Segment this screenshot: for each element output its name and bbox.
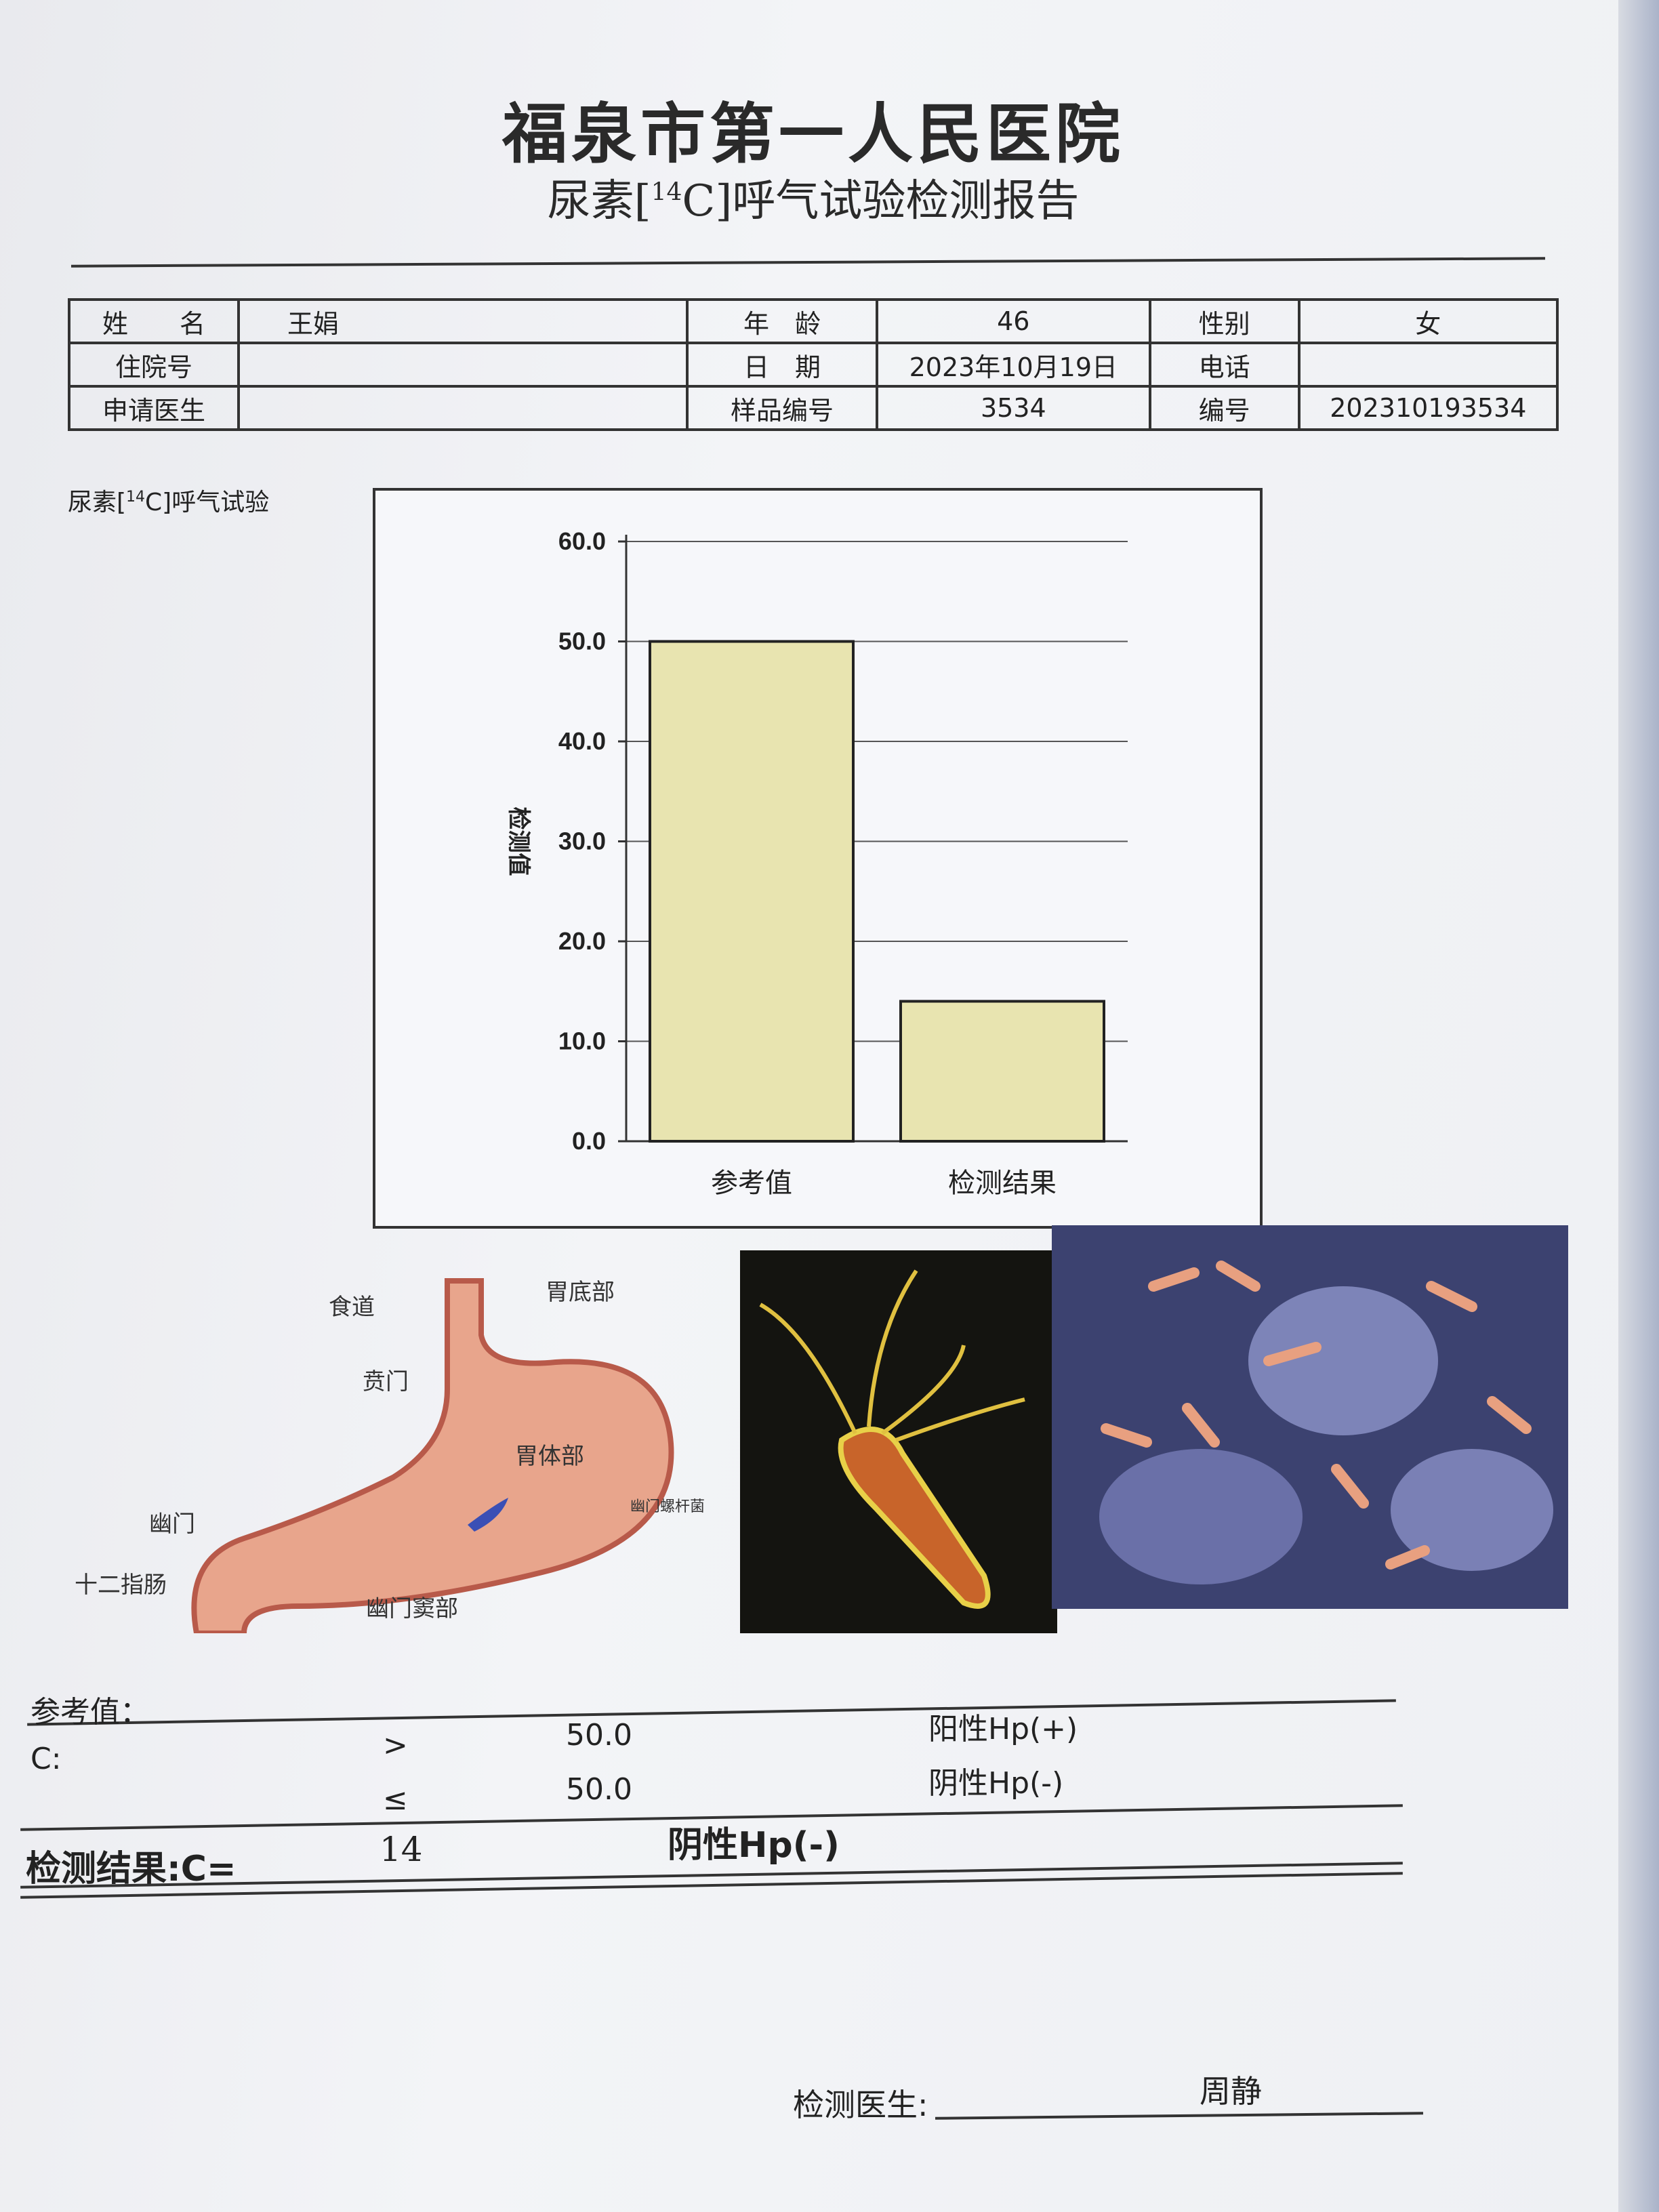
info-value: 王娟 <box>237 298 689 344</box>
y-tick-label: 20.0 <box>558 927 606 955</box>
y-tick-label: 40.0 <box>558 727 606 755</box>
title-divider <box>71 257 1545 268</box>
info-value: 46 <box>876 298 1151 344</box>
info-label: 性别 <box>1148 298 1300 344</box>
label-pylorus: 幽门 <box>149 1511 195 1537</box>
info-label: 住院号 <box>68 342 240 388</box>
info-value: 女 <box>1297 298 1559 344</box>
info-row: 申请医生 样品编号 3534 编号 202310193534 <box>68 385 1559 431</box>
label-fundus: 胃底部 <box>546 1279 615 1305</box>
bacterium-image <box>740 1250 1057 1633</box>
info-value <box>237 385 689 431</box>
reference-value-2: 50.0 <box>566 1772 632 1807</box>
y-tick-label: 60.0 <box>558 527 606 555</box>
info-value: 202310193534 <box>1297 385 1559 431</box>
info-value: 3534 <box>876 385 1151 431</box>
doctor-label: 检测医生: <box>793 2087 928 2123</box>
label-antrum: 幽门窦部 <box>366 1596 458 1622</box>
reference-op-2: ≤ <box>383 1782 408 1817</box>
label-cardia: 贲门 <box>363 1369 409 1395</box>
reference-result-1: 阳性Hp(+) <box>928 1712 1078 1746</box>
reference-c-label: C: <box>30 1742 62 1776</box>
info-label: 电话 <box>1148 342 1300 388</box>
reference-value-1: 50.0 <box>566 1718 632 1753</box>
result-interpretation: 阴性Hp(-) <box>668 1825 840 1866</box>
reference-divider <box>27 1699 1396 1726</box>
bar-reference <box>649 640 855 1143</box>
info-label: 申请医生 <box>68 385 240 431</box>
info-label: 样品编号 <box>686 385 878 431</box>
label-duodenum: 十二指肠 <box>75 1572 167 1598</box>
reference-title: 参考值： <box>30 1695 150 1729</box>
patient-info-table: 姓 名王娟年 龄 46 性别女住院号日 期 2023年10月19日 电话 申请医生 样品编号… <box>68 298 1559 431</box>
page-edge <box>1618 0 1659 2212</box>
x-tick-label: 参考值 <box>711 1168 792 1198</box>
info-label: 日 期 <box>686 342 878 388</box>
stomach-shape <box>191 1278 674 1633</box>
y-tick-label: 30.0 <box>558 827 606 855</box>
info-row: 住院号 日 期 2023年10月19日 电话 <box>68 342 1559 388</box>
reference-result-2: 阴性Hp(-) <box>928 1766 1064 1801</box>
label-body: 胃体部 <box>515 1443 584 1469</box>
hospital-name: 福泉市第一人民医院 <box>502 96 1124 172</box>
label-hp: 幽门螺杆菌 <box>630 1498 705 1515</box>
info-value <box>237 342 689 388</box>
info-row: 姓 名王娟年 龄 46 性别女 <box>68 298 1559 344</box>
info-label: 姓 名 <box>68 298 240 344</box>
signature-line <box>935 2112 1424 2120</box>
info-value <box>1297 342 1559 388</box>
bar-chart: 0.0 10.0 20.0 30.0 40.0 50.0 60.0 检测值参考值 检测结果 <box>373 488 1263 1229</box>
sem-bacteria-image <box>1052 1225 1568 1609</box>
y-axis-label: 检测值 <box>506 807 532 876</box>
label-esophagus: 食道 <box>329 1294 375 1320</box>
bar-result <box>899 1000 1105 1143</box>
x-tick-label: 检测结果 <box>948 1168 1057 1198</box>
info-value: 2023年10月19日 <box>876 342 1151 388</box>
info-label: 年 龄 <box>686 298 878 344</box>
reference-op-1: > <box>383 1728 408 1763</box>
report-title: 尿素[14C]呼气试验检测报告 <box>547 176 1080 226</box>
stomach-diagram: 食道 胃底部 贲门 胃体部 幽门螺杆菌 幽门 十二指肠 幽门窦部 <box>75 1278 705 1633</box>
hp-bacteria-mark <box>468 1498 508 1532</box>
y-tick-label: 50.0 <box>558 628 606 655</box>
y-tick-label: 10.0 <box>558 1027 606 1055</box>
chart-caption: 尿素[14C]呼气试验 <box>68 489 270 516</box>
result-value: 14 <box>380 1830 423 1869</box>
y-tick-label: 0.0 <box>572 1127 606 1155</box>
info-label: 编号 <box>1148 385 1300 431</box>
doctor-name: 周静 <box>1200 2073 1262 2110</box>
